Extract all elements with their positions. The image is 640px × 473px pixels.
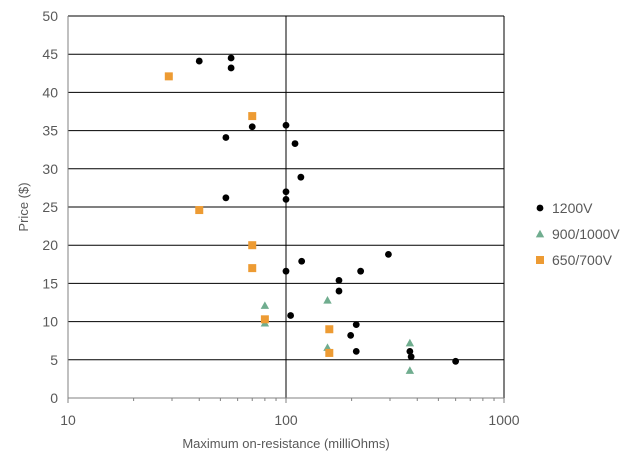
data-point: [282, 121, 290, 129]
data-point: [335, 276, 343, 284]
data-point: [227, 54, 235, 62]
legend: 1200V 900/1000V 650/700V: [535, 200, 620, 268]
data-point: [291, 140, 299, 147]
legend-marker: [536, 256, 544, 264]
axes: [67, 16, 505, 403]
data-point: [357, 267, 365, 275]
y-tick-label: 50: [42, 8, 58, 24]
x-tick-label: 100: [274, 412, 298, 428]
data-point: [298, 257, 306, 265]
data-point: [287, 312, 295, 319]
x-tick-label: 1000: [488, 412, 519, 428]
legend-label: 900/1000V: [552, 226, 620, 242]
y-tick-label: 30: [42, 161, 58, 177]
data-point: [195, 57, 203, 65]
y-tick-label: 20: [42, 237, 58, 253]
data-point: [325, 325, 334, 334]
data-point: [407, 353, 415, 361]
legend-label: 1200V: [552, 200, 593, 216]
data-point: [323, 296, 332, 304]
data-point: [282, 267, 290, 275]
data-point: [282, 188, 290, 196]
data-point: [222, 134, 230, 141]
data-point: [405, 338, 415, 347]
data-point: [297, 173, 305, 181]
y-tick-label: 15: [42, 275, 58, 291]
data-point: [352, 347, 360, 355]
x-axis-title: Maximum on-resistance (milliOhms): [182, 436, 389, 451]
gridlines: [68, 15, 505, 398]
y-tick-label: 10: [42, 314, 58, 330]
data-point: [195, 206, 204, 215]
data-point: [248, 264, 257, 273]
y-axis-title: Price ($): [16, 182, 31, 231]
y-tick-label: 5: [50, 352, 58, 368]
data-point: [405, 366, 415, 374]
data-point: [248, 112, 257, 121]
legend-marker: [535, 229, 545, 238]
data-point: [406, 347, 414, 355]
data-point: [248, 241, 257, 250]
y-tick-label: 45: [42, 46, 58, 62]
legend-label: 650/700V: [552, 252, 613, 268]
data-point: [164, 72, 173, 81]
y-tick-label: 35: [42, 123, 58, 139]
y-tick-label: 25: [42, 199, 58, 215]
data-point: [325, 348, 334, 357]
data-point: [385, 250, 392, 258]
data-point: [452, 357, 460, 365]
data-point: [248, 123, 256, 131]
data-points: [164, 54, 460, 374]
data-point: [335, 287, 343, 295]
y-tick-label: 40: [42, 84, 58, 100]
legend-marker: [536, 204, 544, 212]
data-point: [347, 331, 355, 339]
data-point: [282, 195, 290, 203]
data-point: [222, 194, 230, 202]
tick-labels: 0 5 10 15 20 25 30 35 40 45 50 10 100 1000: [42, 8, 519, 428]
data-point: [227, 64, 235, 72]
data-point: [352, 321, 360, 329]
y-tick-label: 0: [50, 390, 58, 406]
x-tick-label: 10: [60, 412, 76, 428]
data-point: [260, 315, 269, 324]
data-point: [260, 301, 270, 309]
